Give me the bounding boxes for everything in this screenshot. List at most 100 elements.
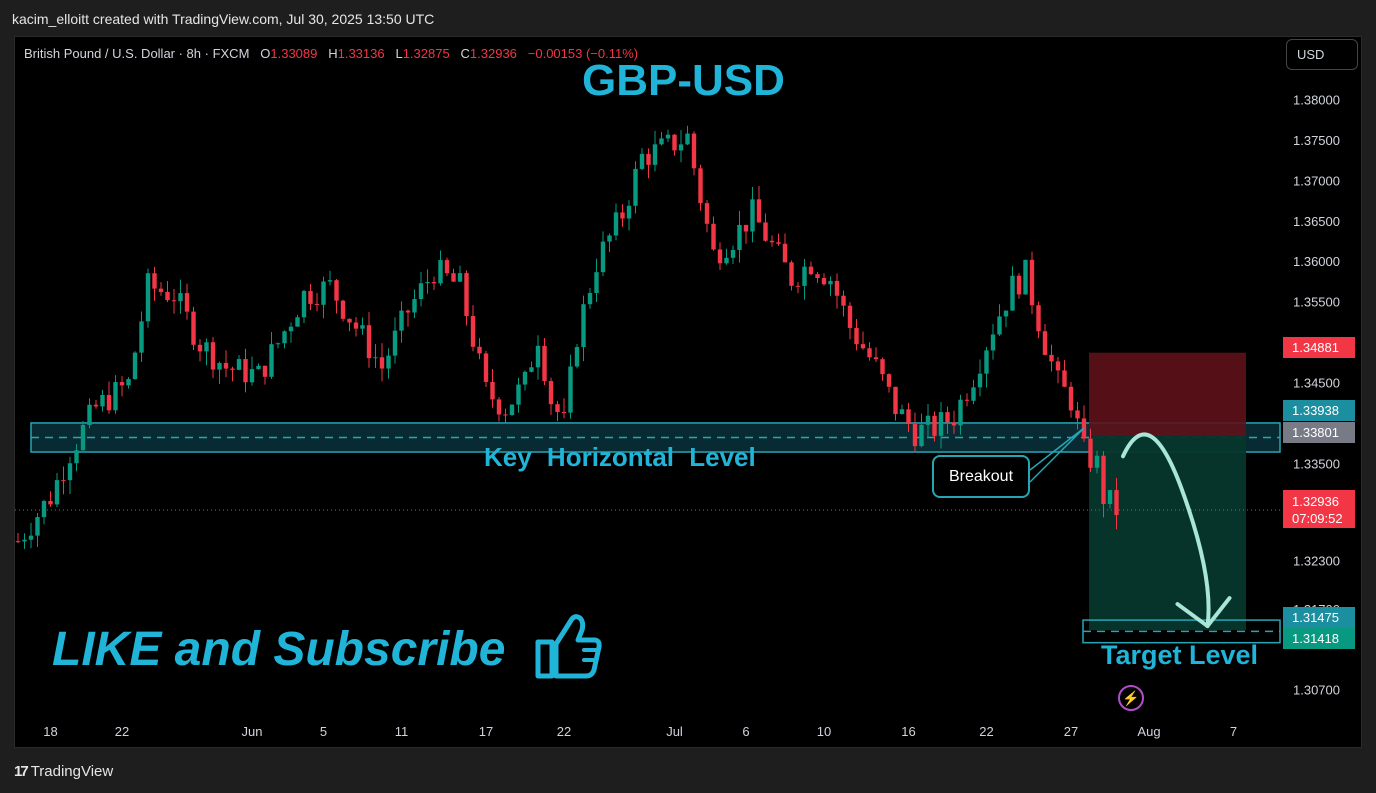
candle — [756, 186, 762, 223]
candle — [204, 338, 209, 366]
candle — [321, 276, 326, 319]
candle-body — [340, 300, 346, 319]
target-top-price-tag: 1.31475 — [1283, 607, 1355, 628]
candle — [1049, 344, 1054, 372]
candle-body — [256, 365, 261, 370]
candle — [652, 130, 658, 172]
candle — [275, 342, 281, 349]
candle-body — [496, 399, 502, 415]
candle — [256, 363, 261, 370]
candle-body — [730, 249, 736, 258]
candle — [223, 350, 229, 378]
candle — [483, 350, 489, 387]
candle-body — [262, 365, 268, 377]
candle-body — [1094, 455, 1100, 468]
candle-body — [906, 409, 911, 425]
candle-body — [847, 305, 853, 328]
candle-body — [412, 299, 417, 313]
x-tick-label: 22 — [557, 724, 571, 739]
candle — [906, 402, 911, 433]
candle — [691, 131, 697, 176]
candle — [776, 233, 781, 246]
open-value: 1.33089 — [270, 46, 318, 61]
symbol-label: British Pound / U.S. Dollar · 8h · FXCM — [24, 46, 250, 61]
candle-body — [620, 212, 625, 219]
candle — [672, 133, 677, 156]
lightning-icon[interactable]: ⚡ — [1118, 685, 1144, 711]
y-tick-label: 1.38000 — [1293, 93, 1340, 108]
candle — [997, 304, 1002, 336]
candle-body — [490, 381, 495, 400]
candle — [178, 279, 183, 314]
candle — [925, 404, 931, 439]
zone-top-price-tag: 1.33938 — [1283, 400, 1355, 421]
candle — [1068, 382, 1074, 418]
candle — [795, 282, 801, 294]
candle-body — [789, 262, 794, 286]
candle — [334, 279, 339, 314]
candle — [730, 245, 736, 265]
candle-body — [321, 281, 326, 305]
candle-body — [1003, 310, 1009, 317]
candle-body — [308, 290, 313, 304]
candle-body — [464, 273, 469, 316]
candle-body — [795, 285, 801, 287]
candle — [529, 361, 534, 373]
footer-bar: 17 TradingView — [0, 750, 1376, 793]
candle — [743, 224, 749, 244]
candle — [509, 404, 515, 416]
x-tick-label: 22 — [979, 724, 993, 739]
candle-body — [347, 318, 352, 323]
candle-body — [223, 362, 229, 369]
candle — [873, 347, 879, 363]
candle-body — [191, 311, 196, 345]
candle-body — [672, 134, 677, 151]
candle-body — [48, 501, 53, 505]
low-value: 1.32875 — [402, 46, 450, 61]
candle-body — [204, 342, 209, 352]
ohlc-legend: British Pound / U.S. Dollar · 8h · FXCM … — [24, 46, 638, 61]
candle — [236, 355, 242, 371]
breakout-callout[interactable]: Breakout — [932, 455, 1030, 498]
y-tick-label: 1.34500 — [1293, 376, 1340, 391]
candle — [932, 411, 937, 442]
candle — [386, 348, 391, 379]
currency-button[interactable]: USD — [1286, 39, 1358, 70]
candle-body — [132, 352, 138, 380]
candle-body — [724, 257, 729, 264]
candle — [633, 161, 638, 214]
chart-title: GBP-USD — [582, 56, 785, 105]
candle — [1081, 405, 1087, 442]
candle — [392, 317, 398, 364]
candle — [1088, 428, 1093, 473]
candle — [41, 499, 47, 525]
candle — [1042, 324, 1048, 356]
candle — [568, 354, 573, 419]
candle — [373, 344, 378, 369]
candle — [737, 210, 742, 263]
tradingview-logo[interactable]: 17 TradingView — [14, 763, 113, 780]
candle-body — [925, 415, 931, 425]
candle — [184, 283, 190, 320]
candle — [399, 301, 404, 343]
candle-body — [561, 412, 567, 414]
candle-body — [639, 153, 645, 169]
candle-body — [178, 293, 183, 302]
candle-body — [269, 344, 274, 377]
candle-body — [1010, 275, 1015, 311]
candle — [594, 258, 599, 303]
candle — [48, 491, 53, 507]
candle — [171, 289, 177, 314]
candle-body — [451, 273, 456, 282]
candle-body — [964, 399, 970, 401]
candle — [269, 331, 274, 379]
candle — [145, 268, 151, 328]
candle — [1094, 450, 1100, 474]
candle-body — [997, 316, 1002, 335]
candle-body — [106, 394, 112, 411]
candle-body — [360, 325, 365, 329]
candle-body — [776, 242, 781, 244]
candle-body — [704, 203, 710, 224]
candle — [828, 276, 833, 297]
